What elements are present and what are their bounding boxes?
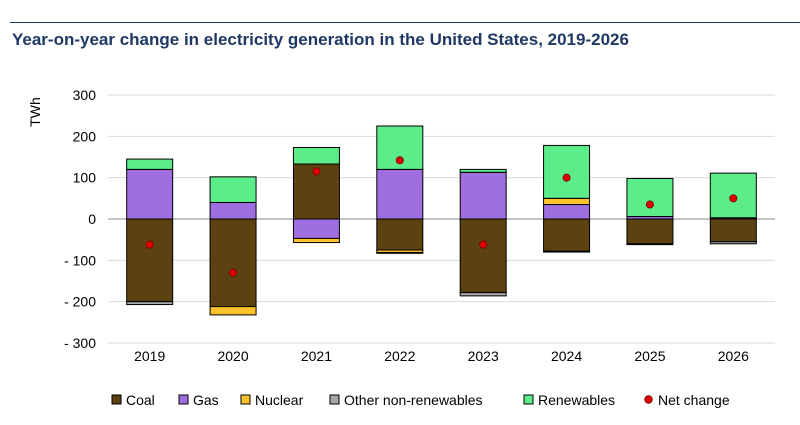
- bar-gas: [459, 171, 507, 220]
- net-change-marker: [145, 240, 154, 249]
- y-tick-label: 200: [73, 128, 97, 144]
- legend-label: Net change: [658, 392, 730, 408]
- legend-swatch: [523, 394, 534, 405]
- bar-other-non-renewables: [126, 301, 174, 306]
- bar-gas: [126, 168, 174, 220]
- bar-other-non-renewables: [709, 241, 757, 245]
- bar-renewables: [292, 146, 340, 165]
- bar-coal: [626, 218, 674, 245]
- legend-swatch: [178, 394, 189, 405]
- net-change-marker: [562, 173, 571, 182]
- y-tick-label: 0: [88, 211, 96, 227]
- bar-nuclear: [209, 306, 257, 316]
- legend-label: Coal: [126, 392, 155, 408]
- y-axis-label: TWh: [27, 97, 43, 127]
- net-change-marker: [229, 268, 238, 277]
- bar-nuclear: [543, 197, 591, 206]
- bar-other-non-renewables: [626, 243, 674, 246]
- bar-other-non-renewables: [459, 292, 507, 297]
- net-change-marker: [395, 156, 404, 165]
- bar-coal: [376, 218, 424, 251]
- x-tick-label: 2025: [634, 348, 665, 364]
- legend-label: Gas: [193, 392, 219, 408]
- legend-swatch: [329, 394, 340, 405]
- y-tick-label: 100: [73, 170, 97, 186]
- bar-gas: [209, 201, 257, 220]
- bar-coal: [209, 218, 257, 308]
- bar-renewables: [459, 168, 507, 173]
- x-tick-label: 2022: [384, 348, 415, 364]
- chart-title: Year-on-year change in electricity gener…: [12, 30, 629, 49]
- bar-other-non-renewables: [376, 251, 424, 254]
- legend-label: Renewables: [538, 392, 615, 408]
- x-tick-label: 2020: [217, 348, 248, 364]
- x-tick-label: 2026: [718, 348, 749, 364]
- x-tick-label: 2021: [301, 348, 332, 364]
- bar-coal: [543, 218, 591, 252]
- bar-gas: [376, 168, 424, 220]
- y-tick-label: - 300: [64, 335, 96, 351]
- x-tick-label: 2023: [468, 348, 499, 364]
- x-tick-label: 2019: [134, 348, 165, 364]
- net-change-marker: [312, 167, 321, 176]
- bar-renewables: [126, 158, 174, 170]
- bar-gas: [292, 218, 340, 239]
- bar-other-non-renewables: [543, 250, 591, 253]
- net-change-marker: [645, 200, 654, 209]
- bar-renewables: [626, 177, 674, 218]
- bar-nuclear: [292, 237, 340, 244]
- x-tick-label: 2024: [551, 348, 582, 364]
- bar-renewables: [543, 144, 591, 199]
- y-tick-label: 300: [73, 87, 97, 103]
- legend-marker: [644, 395, 653, 404]
- y-tick-label: - 100: [64, 252, 96, 268]
- bar-coal: [709, 218, 757, 243]
- bar-gas: [543, 204, 591, 220]
- legend-label: Nuclear: [255, 392, 304, 408]
- net-change-marker: [479, 240, 488, 249]
- y-tick-label: - 200: [64, 294, 96, 310]
- bar-coal: [126, 218, 174, 303]
- bar-renewables: [209, 176, 257, 203]
- legend-swatch: [111, 394, 122, 405]
- net-change-marker: [729, 194, 738, 203]
- title-rule: [10, 22, 800, 23]
- legend-label: Other non-renewables: [344, 392, 483, 408]
- legend-swatch: [240, 394, 251, 405]
- bar-coal: [459, 218, 507, 294]
